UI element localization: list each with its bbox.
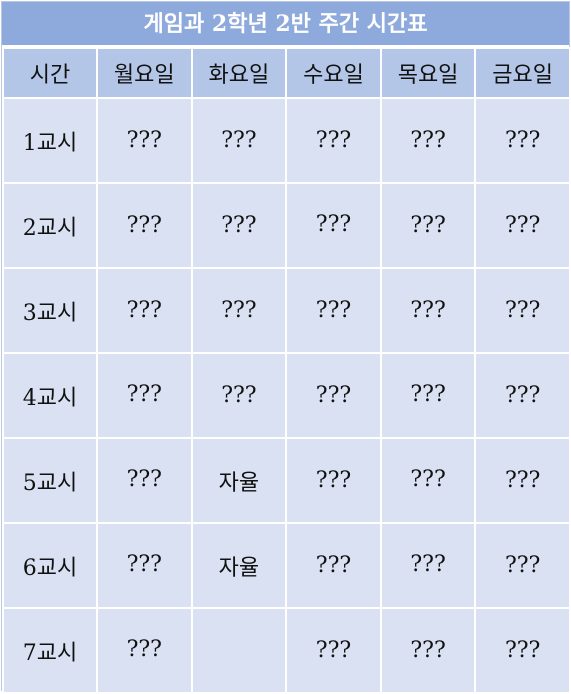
timetable-title: 게임과 2학년 2반 주간 시간표 <box>2 2 569 47</box>
cell-tuesday: ??? <box>190 352 288 439</box>
header-friday: 금요일 <box>474 47 571 99</box>
cell-tuesday <box>190 607 288 694</box>
cell-wednesday: ??? <box>285 267 382 354</box>
header-time: 시간 <box>2 47 98 99</box>
cell-thursday: ??? <box>379 182 477 269</box>
cell-wednesday: ??? <box>285 352 382 439</box>
cell-friday: ??? <box>474 352 571 439</box>
period-label: 3교시 <box>2 267 98 354</box>
timetable-grid: 시간 월요일 화요일 수요일 목요일 금요일 1교시 ??? ??? ??? ?… <box>2 47 571 694</box>
cell-thursday: ??? <box>379 352 477 439</box>
cell-monday: ??? <box>96 267 193 354</box>
cell-tuesday: 자율 <box>190 522 288 609</box>
period-label: 1교시 <box>2 97 98 184</box>
cell-friday: ??? <box>474 522 571 609</box>
cell-monday: ??? <box>96 97 193 184</box>
cell-thursday: ??? <box>379 97 477 184</box>
cell-friday: ??? <box>474 182 571 269</box>
cell-thursday: ??? <box>379 267 477 354</box>
period-row-3: 3교시 ??? ??? ??? ??? ??? <box>2 267 571 354</box>
cell-friday: ??? <box>474 607 571 694</box>
cell-wednesday: ??? <box>285 607 382 694</box>
cell-wednesday: ??? <box>285 97 382 184</box>
cell-friday: ??? <box>474 97 571 184</box>
cell-monday: ??? <box>96 437 193 524</box>
cell-wednesday: ??? <box>285 182 382 269</box>
period-label: 5교시 <box>2 437 98 524</box>
cell-tuesday: ??? <box>190 267 288 354</box>
cell-thursday: ??? <box>379 522 477 609</box>
cell-friday: ??? <box>474 267 571 354</box>
header-monday: 월요일 <box>96 47 193 99</box>
cell-tuesday: 자율 <box>190 437 288 524</box>
period-label: 7교시 <box>2 607 98 694</box>
period-row-4: 4교시 ??? ??? ??? ??? ??? <box>2 352 571 439</box>
cell-wednesday: ??? <box>285 437 382 524</box>
period-row-6: 6교시 ??? 자율 ??? ??? ??? <box>2 522 571 609</box>
cell-monday: ??? <box>96 522 193 609</box>
cell-monday: ??? <box>96 182 193 269</box>
cell-friday: ??? <box>474 437 571 524</box>
cell-wednesday: ??? <box>285 522 382 609</box>
period-row-1: 1교시 ??? ??? ??? ??? ??? <box>2 97 571 184</box>
period-row-7: 7교시 ??? ??? ??? ??? <box>2 607 571 694</box>
cell-thursday: ??? <box>379 607 477 694</box>
cell-thursday: ??? <box>379 437 477 524</box>
period-row-5: 5교시 ??? 자율 ??? ??? ??? <box>2 437 571 524</box>
period-label: 6교시 <box>2 522 98 609</box>
cell-monday: ??? <box>96 607 193 694</box>
cell-tuesday: ??? <box>190 182 288 269</box>
header-tuesday: 화요일 <box>190 47 288 99</box>
header-wednesday: 수요일 <box>285 47 382 99</box>
header-row: 시간 월요일 화요일 수요일 목요일 금요일 <box>2 47 571 99</box>
cell-monday: ??? <box>96 352 193 439</box>
period-label: 2교시 <box>2 182 98 269</box>
period-label: 4교시 <box>2 352 98 439</box>
cell-tuesday: ??? <box>190 97 288 184</box>
period-row-2: 2교시 ??? ??? ??? ??? ??? <box>2 182 571 269</box>
header-thursday: 목요일 <box>379 47 477 99</box>
